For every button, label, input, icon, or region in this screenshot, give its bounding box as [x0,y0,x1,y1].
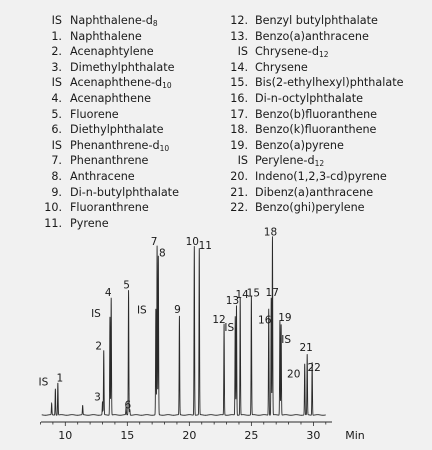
legend-item-key: 22. [230,201,248,215]
peak-label: 1 [57,373,64,385]
legend-item-key: 3. [51,60,62,74]
peak-label: 7 [151,236,158,248]
x-tick-label: 15 [120,429,134,442]
legend-item-key: IS [237,45,248,59]
peak-label: IS [137,305,147,317]
peak-label: 20 [287,369,300,381]
legend-item-key: 16. [230,91,248,105]
legend-item-name: Acenaphthene-d10 [70,76,172,91]
legend-item-key: 13. [230,29,248,43]
legend-item-key: 2. [51,45,62,59]
peak-label: 16 [258,315,272,327]
legend-item-key: 5. [51,107,62,121]
legend-item-subscript: 10 [162,81,172,91]
legend-item-name: Benzo(a)pyrene [255,138,344,152]
legend-item-name: Perylene-d12 [255,154,325,169]
peak-label: 18 [264,226,277,238]
legend-item-name: Benzo(k)fluoranthene [255,123,377,137]
peak-label: 21 [300,342,313,354]
legend-item-key: 6. [51,123,62,137]
legend-item-name: Bis(2-ethylhexyl)phthalate [255,76,404,90]
peak-label: 22 [307,362,320,374]
peak-label: 12 [212,314,225,326]
peak-label: 8 [159,247,166,259]
legend-item-key: IS [51,14,62,27]
legend-item-subscript: 10 [159,143,170,153]
peak-label: 19 [278,312,291,324]
legend-item-key: 8. [51,169,62,183]
x-axis-label: Min [345,429,365,442]
legend-item-key: 12. [230,14,248,27]
peak-label: 9 [174,304,181,316]
peak-label: 15 [247,287,260,299]
legend-item-subscript: 12 [318,50,329,60]
legend-item-subscript: 12 [314,159,325,169]
legend-item-name: Phenanthrene-d10 [70,138,170,153]
legend-item-name: Benzo(ghi)perylene [255,201,365,215]
legend-item-name: Chrysene [255,60,308,74]
legend-item-name: Anthracene [70,169,135,183]
legend-item-name: Indeno(1,2,3-cd)pyrene [255,169,387,183]
legend-item-key: 20. [230,169,248,183]
legend-item-key: 10. [44,201,62,215]
peak-label: 11 [199,240,212,252]
x-tick-label: 25 [244,429,258,442]
legend-item-name: Phenanthrene [70,154,149,168]
legend-item-name: Chrysene-d12 [255,45,329,60]
peak-label: 5 [123,280,130,292]
legend-item-key: 7. [51,154,62,168]
legend-item-key: 19. [230,138,248,152]
legend-item-name: Di-n-butylphthalate [70,185,179,199]
legend-item-key: 14. [230,60,248,74]
peak-label: 17 [266,287,279,299]
peak-label: 3 [94,392,101,404]
peak-label: 2 [95,340,102,352]
peak-label: 10 [186,236,199,248]
peak-label: 14 [236,289,250,301]
peak-label: 13 [226,295,239,307]
legend-item-name: Di-n-octylphthalate [255,91,363,105]
peak-label: 4 [105,287,112,299]
legend-item-name: Diethylphthalate [70,123,164,137]
peak-label: IS [281,334,291,346]
legend-item-key: 1. [51,29,62,43]
x-tick-label: 20 [182,429,196,442]
legend-item-key: 9. [51,185,62,199]
legend-item-key: 15. [230,76,248,90]
legend-item-name: Acenaphthene [70,91,151,105]
legend-item-key: IS [237,154,248,168]
x-tick-label: 30 [306,429,320,442]
legend-item-key: 4. [51,91,62,105]
legend-item-name: Benzo(a)anthracene [255,29,369,43]
legend-item-name: Dimethylphthalate [70,60,175,74]
legend-item-name: Fluoranthrene [70,201,149,215]
legend-item-key: 11. [44,216,62,230]
legend-item-name: Benzyl butylphthalate [255,14,378,27]
peak-label: IS [91,308,101,320]
legend-item-name: Benzo(b)fluoranthene [255,107,378,121]
legend-item-key: 18. [230,123,248,137]
chromatogram-trace [41,236,326,416]
legend-item-name: Pyrene [70,216,109,230]
legend-item-name: Acenaphtylene [70,45,154,59]
peak-label: 6 [124,399,131,411]
legend-item-subscript: 8 [152,19,158,28]
legend-item-name: Naphthalene-d8 [70,14,158,28]
legend-item-key: IS [51,138,62,152]
peak-label: IS [224,322,234,334]
legend-item-key: 17. [230,107,248,121]
legend-item-name: Naphthalene [70,29,142,43]
legend-item-name: Fluorene [70,107,119,121]
legend-item-key: 21. [230,185,248,199]
legend-item-key: IS [51,76,62,90]
x-tick-label: 10 [58,429,72,442]
legend-item-name: Dibenz(a)anthracene [255,185,374,199]
peak-label: IS [38,376,48,388]
